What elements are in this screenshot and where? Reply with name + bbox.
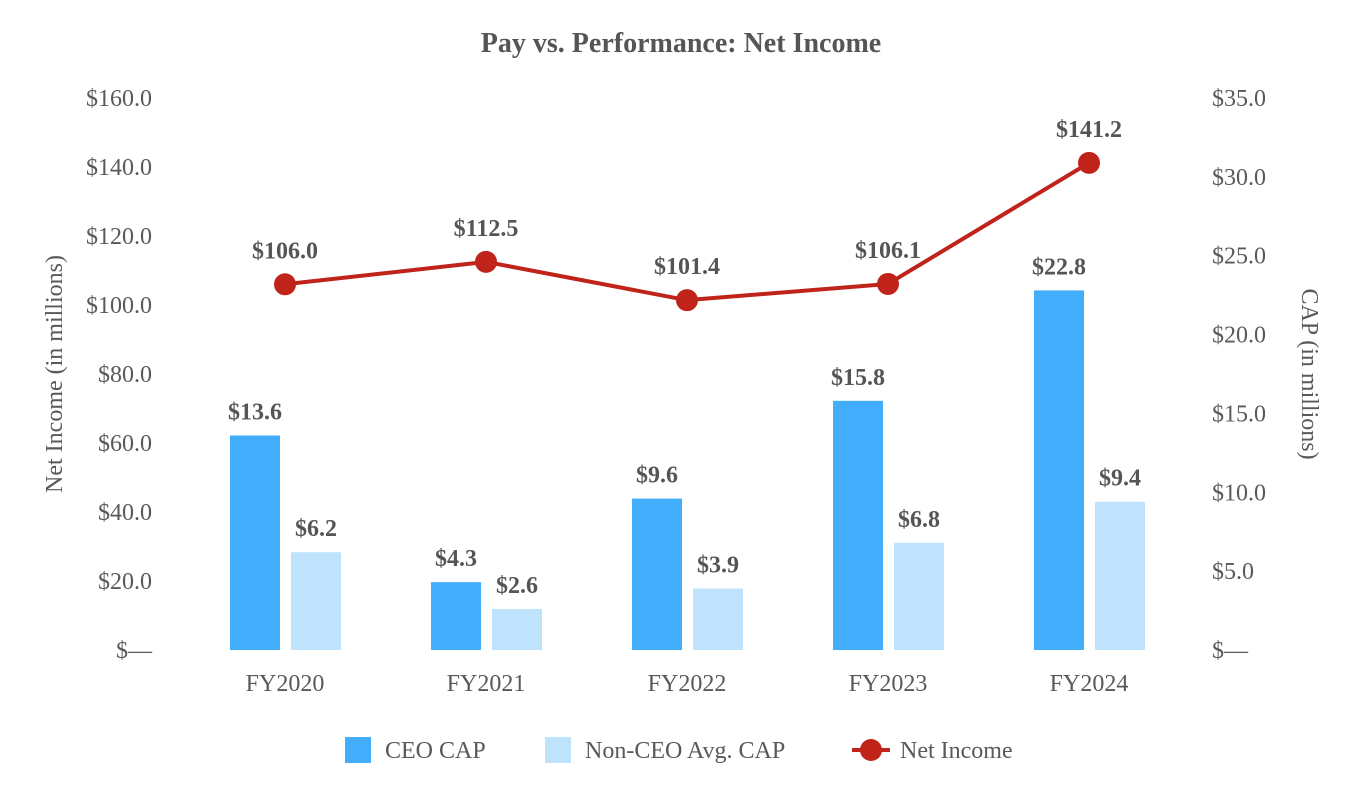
legend-ceo-cap-label: CEO CAP (385, 738, 486, 764)
y-left-tick-label: $40.0 (98, 500, 152, 526)
y-left-tick-label: $80.0 (98, 362, 152, 388)
line-series: $106.0 $112.5 $101.4 $106.1 $141.2 (252, 117, 1122, 312)
ceo-cap-bar (632, 498, 682, 650)
net-income-point (877, 272, 899, 295)
non-ceo-cap-data-label: $2.6 (496, 573, 538, 599)
legend-non-ceo-cap-swatch (545, 737, 571, 763)
y-right-tick-label: $5.0 (1212, 559, 1254, 585)
net-income-point (1078, 151, 1100, 174)
x-tick-label: FY2021 (447, 671, 526, 697)
net-income-point (475, 250, 497, 273)
ceo-cap-data-label: $22.8 (1032, 254, 1086, 280)
ceo-cap-data-label: $15.8 (831, 365, 885, 391)
y-left-tick-label: $160.0 (86, 86, 152, 112)
y-right-tick-label: $25.0 (1212, 244, 1266, 270)
y-left-tick-label: $20.0 (98, 569, 152, 595)
net-income-point (676, 289, 698, 312)
non-ceo-cap-data-label: $9.4 (1099, 466, 1141, 492)
net-income-data-label: $101.4 (654, 254, 720, 280)
x-tick-label: FY2023 (849, 671, 928, 697)
net-income-data-label: $106.0 (252, 238, 318, 264)
y-axis-left-ticks: $— $20.0 $40.0 $60.0 $80.0 $100.0 $120.0 $140.0… (86, 86, 153, 664)
ceo-cap-bar (230, 435, 280, 650)
net-income-point (274, 273, 296, 296)
legend: CEO CAP Non-CEO Avg. CAP Net Income (345, 737, 1013, 764)
non-ceo-cap-bar (693, 588, 743, 650)
y-left-tick-label: $120.0 (86, 224, 152, 250)
y-right-tick-label: $— (1212, 638, 1249, 664)
legend-net-income-swatch-marker (860, 739, 882, 761)
y-axis-left-label: Net Income (in millions) (42, 255, 68, 493)
ceo-cap-bar (833, 400, 883, 650)
y-left-tick-label: $100.0 (86, 293, 152, 319)
non-ceo-cap-bar (894, 542, 944, 650)
y-left-tick-label: $— (116, 638, 153, 664)
net-income-data-label: $141.2 (1056, 117, 1122, 143)
non-ceo-cap-bar (1095, 501, 1145, 650)
chart-title: Pay vs. Performance: Net Income (481, 28, 881, 59)
x-tick-label: FY2024 (1050, 671, 1129, 697)
y-axis-right-ticks: $— $5.0 $10.0 $15.0 $20.0 $25.0 $30.0 $35.0 (1212, 86, 1266, 664)
net-income-data-label: $106.1 (855, 238, 921, 264)
y-right-tick-label: $30.0 (1212, 165, 1266, 191)
y-right-tick-label: $20.0 (1212, 323, 1266, 349)
x-tick-label: FY2022 (648, 671, 727, 697)
x-tick-label: FY2020 (246, 671, 325, 697)
y-right-tick-label: $35.0 (1212, 86, 1266, 112)
y-left-tick-label: $60.0 (98, 431, 152, 457)
non-ceo-cap-data-label: $6.2 (295, 516, 337, 542)
ceo-cap-bar (1034, 290, 1084, 650)
x-axis-ticks: FY2020 FY2021 FY2022 FY2023 FY2024 (246, 671, 1129, 697)
legend-net-income-label: Net Income (900, 738, 1013, 764)
ceo-cap-bar (431, 582, 481, 650)
non-ceo-cap-bar (291, 552, 341, 650)
bar-series: $13.6 $4.3 $9.6 $15.8 $22.8 $6.2 $2.6 $3.9 $6.8 $… (228, 254, 1145, 650)
y-right-tick-label: $15.0 (1212, 401, 1266, 427)
non-ceo-cap-data-label: $6.8 (898, 507, 940, 533)
legend-ceo-cap-swatch (345, 737, 371, 763)
y-axis-right-label: CAP (in millions) (1296, 288, 1322, 459)
ceo-cap-data-label: $4.3 (435, 546, 477, 572)
non-ceo-cap-bar (492, 608, 542, 650)
non-ceo-cap-data-label: $3.9 (697, 552, 739, 578)
ceo-cap-data-label: $9.6 (636, 463, 678, 489)
y-left-tick-label: $140.0 (86, 155, 152, 181)
legend-non-ceo-cap-label: Non-CEO Avg. CAP (585, 738, 785, 764)
ceo-cap-data-label: $13.6 (228, 400, 282, 426)
net-income-data-label: $112.5 (454, 216, 519, 242)
y-right-tick-label: $10.0 (1212, 480, 1266, 506)
